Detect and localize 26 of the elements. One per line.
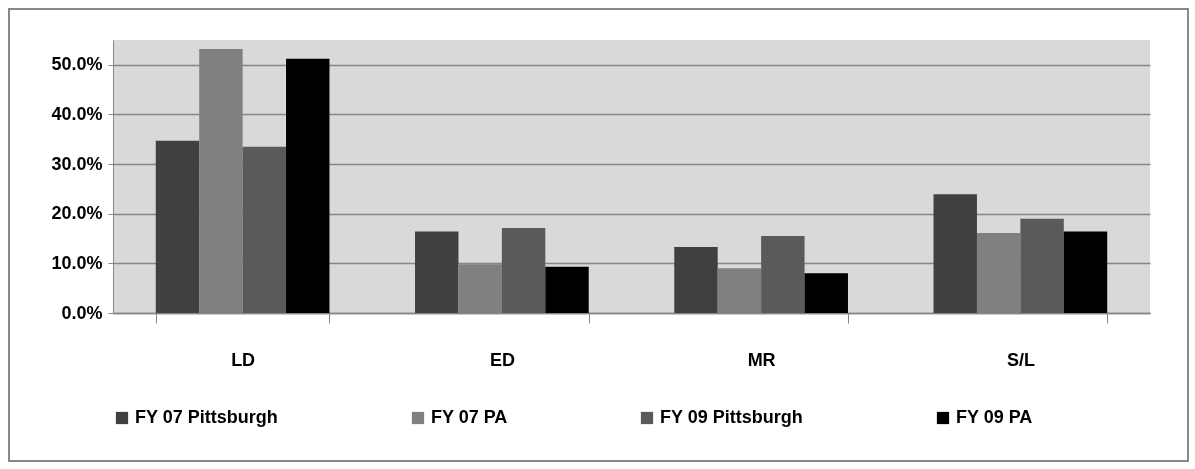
y-tick-label: 10.0% <box>51 252 103 273</box>
legend-label: FY 09 Pittsburgh <box>660 407 803 427</box>
bar <box>286 58 330 313</box>
y-tick-label: 0.0% <box>61 302 103 323</box>
y-tick-label: 20.0% <box>51 203 103 224</box>
bar <box>674 246 718 313</box>
bar <box>242 146 287 313</box>
bar <box>155 140 200 313</box>
bar <box>761 236 805 313</box>
bar <box>545 266 589 313</box>
legend-label: FY 09 PA <box>956 407 1033 427</box>
x-tick-label: ED <box>489 349 515 370</box>
x-tick-label: S/L <box>1006 349 1035 370</box>
y-tick-label: 50.0% <box>51 54 103 75</box>
bar <box>1020 218 1064 313</box>
bar <box>933 194 977 313</box>
x-tick-label: LD <box>231 349 256 370</box>
bar <box>804 273 848 313</box>
y-tick-label: 30.0% <box>51 153 103 174</box>
bar <box>501 228 546 313</box>
legend-label: FY 07 Pittsburgh <box>135 407 278 427</box>
bar <box>415 231 459 313</box>
y-tick-label: 40.0% <box>51 103 103 124</box>
x-tick-label: MR <box>747 349 776 370</box>
legend-label: FY 07 PA <box>431 407 508 427</box>
bar <box>1063 231 1108 313</box>
